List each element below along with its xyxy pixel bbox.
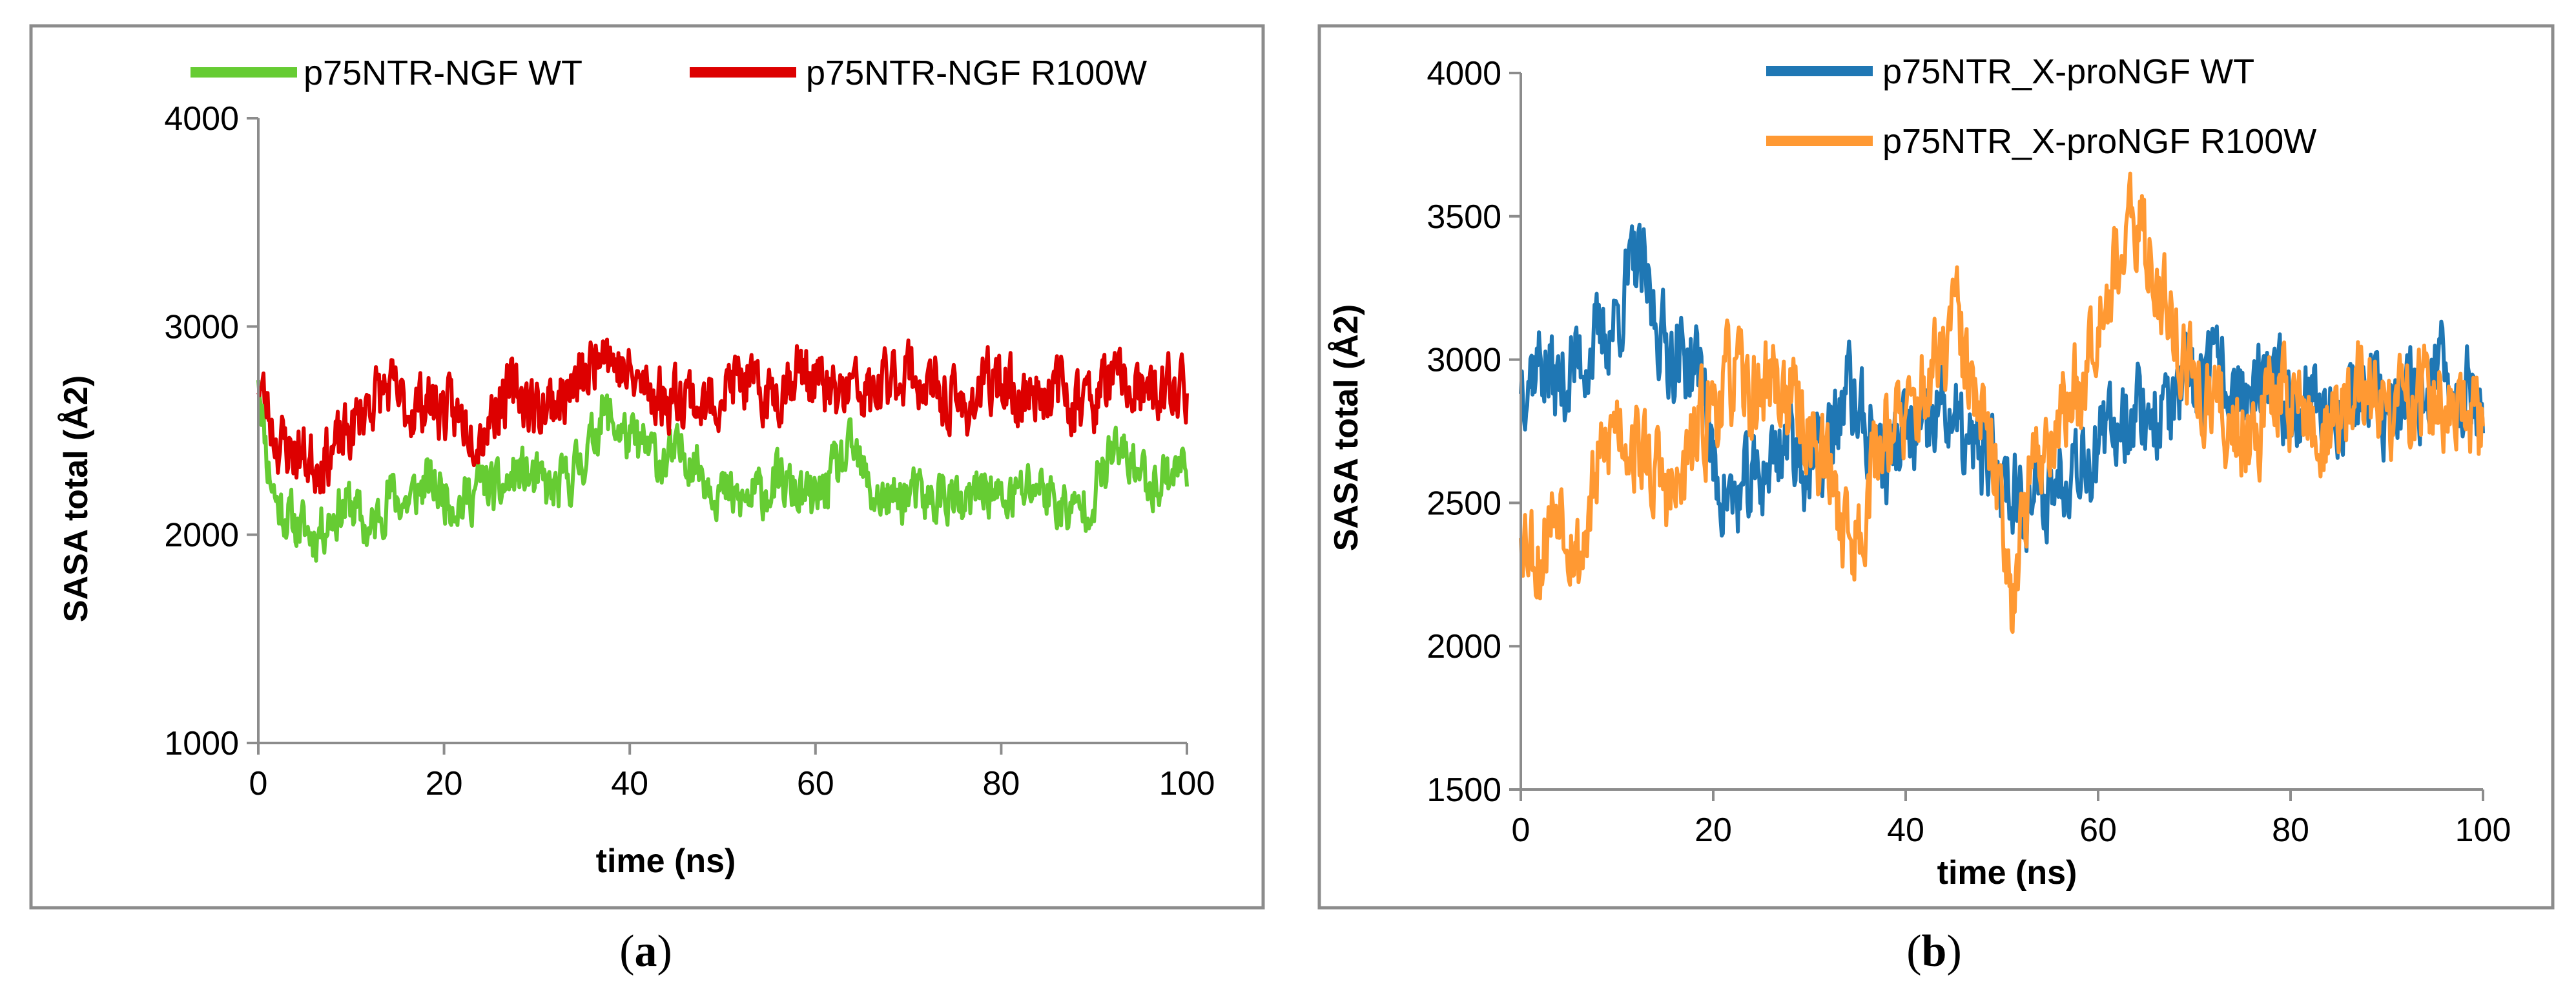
panel-b-x-tick-label: 20 — [1695, 811, 1732, 849]
panel-b-caption-letter: b — [1922, 926, 1947, 976]
panel-b-x-tick-label: 40 — [1887, 811, 1924, 849]
panel-b-x-tick-label: 80 — [2272, 811, 2309, 849]
panel-a-legend-label-1: p75NTR-NGF WT — [304, 54, 582, 92]
panel-a-caption-letter: a — [635, 926, 657, 976]
panel-a-y-tick-label: 3000 — [164, 308, 239, 346]
panel-b-y-axis-title: SASA total (Å2) — [1328, 304, 1365, 551]
panel-b-caption-close: ) — [1946, 926, 1961, 976]
panel-b-x-tick-label: 60 — [2079, 811, 2117, 849]
panel-b-y-tick-label: 4000 — [1427, 55, 1501, 92]
panel-a-x-tick-label: 80 — [982, 765, 1020, 802]
panel-a-frame — [29, 24, 1265, 910]
panel-a-x-axis-title: time (ns) — [596, 842, 736, 880]
panel-a: 1000 2000 3000 4000 0 20 40 60 80 100 p75NTR-NGF … — [29, 24, 1265, 976]
panel-a-caption-open: ( — [619, 926, 634, 976]
panel-a-y-tick-label: 1000 — [164, 725, 239, 762]
panel-a-legend: p75NTR-NGF WT p75NTR-NGF R100W — [191, 54, 1147, 92]
panel-a-series-line-1 — [256, 379, 1189, 563]
panel-b: 1500 2000 2500 3000 3500 4000 0 20 40 60 80 100 p75… — [1317, 24, 2555, 976]
panel-a-plot-area — [256, 337, 1189, 563]
panel-b-x-tick-label: 0 — [1512, 811, 1530, 849]
panel-a-series-line-2 — [256, 337, 1189, 495]
panel-b-axes: 1500 2000 2500 3000 3500 4000 0 20 40 60 80 100 — [1427, 55, 2511, 849]
panel-b-y-tick-label: 3000 — [1427, 342, 1501, 379]
panel-b-caption: (b) — [1906, 926, 1962, 976]
panel-b-legend-label-2: p75NTR_X-proNGF R100W — [1882, 122, 2316, 161]
panel-a-x-tick-label: 20 — [426, 765, 463, 802]
panel-a-y-tick-label: 2000 — [164, 517, 239, 554]
panel-a-y-tick-label: 4000 — [164, 100, 239, 138]
panel-b-caption-open: ( — [1906, 926, 1921, 976]
panel-b-y-tick-label: 1500 — [1427, 771, 1501, 809]
panel-a-y-axis-title: SASA total (Å2) — [57, 375, 95, 622]
panel-b-y-tick-label: 2000 — [1427, 628, 1501, 665]
panel-b-y-tick-label: 2500 — [1427, 485, 1501, 522]
panel-a-x-tick-label: 100 — [1159, 765, 1215, 802]
panel-b-x-axis-title: time (ns) — [1937, 854, 2077, 892]
panel-b-legend-label-1: p75NTR_X-proNGF WT — [1882, 52, 2254, 91]
panel-b-x-tick-label: 100 — [2455, 811, 2511, 849]
panel-a-x-tick-label: 40 — [611, 765, 648, 802]
panel-a-legend-label-2: p75NTR-NGF R100W — [806, 54, 1147, 92]
panel-a-x-tick-label: 60 — [797, 765, 834, 802]
panel-a-axes: 1000 2000 3000 4000 0 20 40 60 80 100 — [164, 100, 1215, 802]
panel-b-plot-area — [1519, 171, 2485, 634]
panel-b-y-tick-label: 3500 — [1427, 198, 1501, 236]
panel-a-x-tick-label: 0 — [249, 765, 268, 802]
panel-a-caption: (a) — [619, 926, 672, 976]
panel-b-series-line-2 — [1519, 171, 2485, 634]
panel-b-frame — [1317, 24, 2555, 910]
panel-b-legend: p75NTR_X-proNGF WT p75NTR_X-proNGF R100W — [1766, 52, 2316, 161]
panel-a-caption-close: ) — [657, 926, 672, 976]
